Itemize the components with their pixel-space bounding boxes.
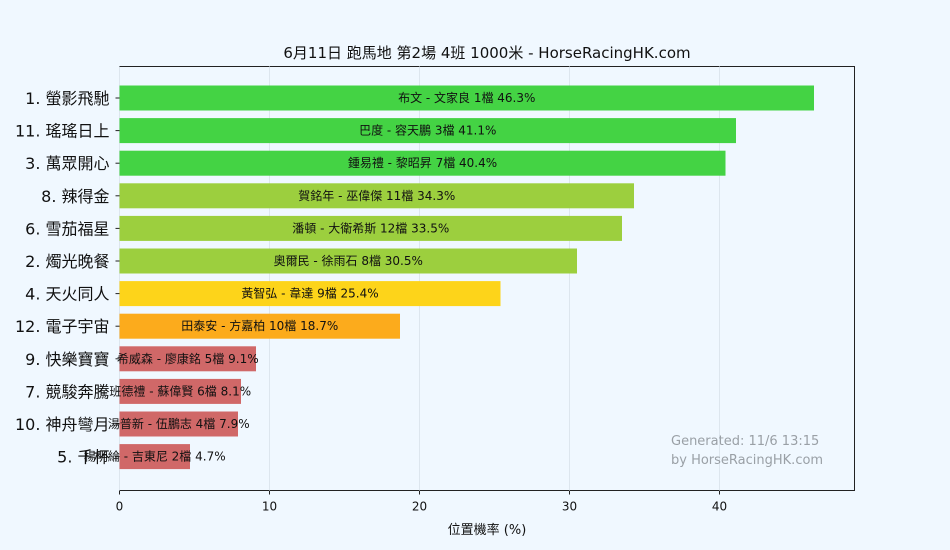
bar-label: 潘頓 - 大衛希斯 12檔 33.5% xyxy=(292,220,449,235)
watermark: Generated: 11/6 13:15 by HorseRacingHK.c… xyxy=(671,434,823,468)
y-tick-label: 9. 快樂寶寶 xyxy=(25,350,109,369)
bar xyxy=(119,85,814,111)
bar xyxy=(119,346,256,372)
y-tick-label: 8. 辣得金 xyxy=(41,187,109,206)
x-tick-label: 40 xyxy=(712,500,727,514)
bar-label: 奧爾民 - 徐雨石 8檔 30.5% xyxy=(274,253,423,268)
bar xyxy=(119,313,400,339)
y-tick-label: 12. 電子宇宙 xyxy=(15,317,110,336)
bar-label: 希威森 - 廖康銘 5檔 9.1% xyxy=(117,351,259,366)
y-tick-label: 7. 競駿奔騰 xyxy=(25,382,109,401)
bar xyxy=(119,118,736,144)
bar-label: 班德禮 - 蘇偉賢 6檔 8.1% xyxy=(109,383,251,398)
bar-label: 黃智弘 - 韋達 9檔 25.4% xyxy=(241,286,378,301)
bar xyxy=(119,444,190,470)
bar-label: 楊明綸 - 吉東尼 2檔 4.7% xyxy=(84,449,226,464)
bar-label: 湯普新 - 伍鵬志 4檔 7.9% xyxy=(108,416,250,431)
y-tick-label: 6. 雪茄福星 xyxy=(25,219,109,238)
y-tick-label: 10. 神舟彎月 xyxy=(15,415,110,434)
x-tick-label: 10 xyxy=(262,500,277,514)
bar xyxy=(119,215,622,241)
bar-label: 賀銘年 - 巫偉傑 11檔 34.3% xyxy=(298,188,455,203)
chart-title: 6月11日 跑馬地 第2場 4班 1000米 - HorseRacingHK.c… xyxy=(283,44,690,62)
bar xyxy=(119,150,726,176)
bar-label: 巴度 - 容天鵬 3檔 41.1% xyxy=(359,123,496,138)
bars xyxy=(119,85,814,470)
y-tick-label: 11. 瑤瑤日上 xyxy=(15,122,110,141)
y-tick-label: 4. 天火同人 xyxy=(25,285,109,304)
y-tick-label: 1. 螢影飛馳 xyxy=(25,89,109,108)
bar xyxy=(119,248,577,274)
bar-labels: 布文 - 文家良 1檔 46.3% 巴度 - 容天鵬 3檔 41.1% 鍾易禮 - … xyxy=(84,90,536,464)
bar-label: 布文 - 文家良 1檔 46.3% xyxy=(398,90,535,105)
x-axis-ticks: 0 10 20 30 40 xyxy=(116,490,727,514)
bar-label: 鍾易禮 - 黎昭昇 7檔 40.4% xyxy=(348,156,497,170)
y-tick-label: 5. 千杯 xyxy=(57,448,109,467)
bar xyxy=(119,281,501,307)
y-tick-label: 3. 萬眾開心 xyxy=(25,154,109,173)
bar xyxy=(119,183,634,209)
bar xyxy=(119,411,238,437)
y-tick-label: 2. 燭光晚餐 xyxy=(25,252,109,271)
x-tick-label: 30 xyxy=(562,500,577,514)
y-axis-ticks: 1. 螢影飛馳 11. 瑤瑤日上 3. 萬眾開心 8. 辣得金 6. 雪茄福星 2. 燭光… xyxy=(15,89,120,467)
x-tick-label: 20 xyxy=(412,500,427,514)
watermark-line-2: by HorseRacingHK.com xyxy=(671,453,823,468)
watermark-line-1: Generated: 11/6 13:15 xyxy=(671,434,819,449)
bar-label: 田泰安 - 方嘉柏 10檔 18.7% xyxy=(181,318,338,333)
bar xyxy=(119,378,241,404)
x-axis-label: 位置機率 (%) xyxy=(448,522,527,538)
x-tick-label: 0 xyxy=(116,500,124,514)
